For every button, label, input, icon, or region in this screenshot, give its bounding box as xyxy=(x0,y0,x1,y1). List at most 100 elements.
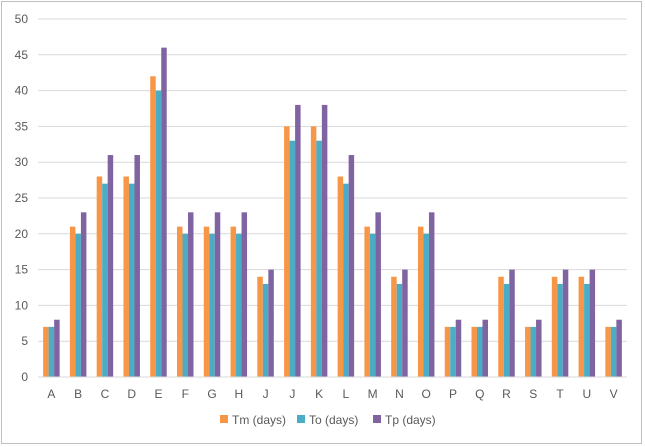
bar-to xyxy=(343,183,349,377)
bar-tm xyxy=(123,176,129,377)
bar-tp xyxy=(80,212,87,377)
y-tick-label: 35 xyxy=(15,119,29,133)
x-tick-label: U xyxy=(583,387,592,401)
x-tick-label: L xyxy=(343,387,350,401)
legend-swatch xyxy=(373,415,381,423)
y-tick-label: 5 xyxy=(21,334,28,348)
bar-tm xyxy=(203,226,210,377)
y-tick-label: 20 xyxy=(15,227,29,241)
bar-tp xyxy=(295,104,301,378)
bar-to xyxy=(155,90,162,377)
bar-tp xyxy=(375,212,381,377)
bar-to xyxy=(450,326,456,377)
y-tick-label: 50 xyxy=(15,12,29,26)
bar-tm xyxy=(551,276,558,377)
y-tick-label: 25 xyxy=(15,191,29,205)
bar-tm xyxy=(230,226,237,377)
x-tick-label: M xyxy=(368,387,378,401)
x-tick-label: P xyxy=(449,387,457,401)
bar-tp xyxy=(428,212,435,377)
bar-tm xyxy=(578,276,585,377)
bar-tp xyxy=(509,269,515,377)
bar-to xyxy=(396,283,403,377)
bar-tp xyxy=(54,319,60,377)
bar-to xyxy=(128,183,135,377)
x-tick-label: F xyxy=(182,387,189,401)
x-tick-label: N xyxy=(395,387,404,401)
axes: 0 5 10 15 20 25 30 35 40 45 50 A B C D E F G H J J K L M N O P Q R S T… xyxy=(15,12,627,401)
bar-tm xyxy=(43,326,49,377)
bar-tp xyxy=(589,269,596,377)
bar-tp xyxy=(107,155,114,377)
y-tick-label: 10 xyxy=(15,298,29,312)
bar-tm xyxy=(69,226,76,377)
bar-tp xyxy=(214,212,221,377)
bar-to xyxy=(236,233,242,377)
x-tick-label: E xyxy=(154,387,162,401)
x-tick-label: J xyxy=(263,387,269,401)
bar-tm xyxy=(525,326,531,377)
bar-tm xyxy=(391,276,397,377)
legend-swatch xyxy=(297,415,305,423)
x-tick-label: A xyxy=(47,387,55,401)
legend-label: Tp (days) xyxy=(385,413,436,427)
bar-tm xyxy=(177,226,183,377)
bar-tm xyxy=(444,326,451,377)
bar-to xyxy=(48,326,55,377)
bar-to xyxy=(610,326,617,377)
bar-tm xyxy=(257,276,263,377)
bar-tp xyxy=(455,319,462,377)
bar-tp xyxy=(321,104,328,378)
bar-tm xyxy=(417,226,424,377)
x-tick-label: T xyxy=(556,387,564,401)
bar-to xyxy=(530,326,537,377)
bar-tp xyxy=(562,269,569,377)
legend: Tm (days) To (days) Tp (days) xyxy=(220,413,436,427)
bar-to xyxy=(557,283,563,377)
bar-tm xyxy=(364,226,370,377)
x-tick-label: O xyxy=(422,387,431,401)
bar-tp xyxy=(536,319,542,377)
bar-tp xyxy=(616,319,622,377)
bar-to xyxy=(316,140,322,377)
y-tick-label: 40 xyxy=(15,84,29,98)
bar-tm xyxy=(150,76,156,377)
y-tick-label: 15 xyxy=(15,263,29,277)
bar-tm xyxy=(471,326,477,377)
bar-to xyxy=(102,183,108,377)
bar-to xyxy=(209,233,215,377)
bar-to xyxy=(369,233,376,377)
bar-tm xyxy=(337,176,344,377)
bar-tp xyxy=(348,155,355,377)
bar-tp xyxy=(188,212,194,377)
x-tick-label: R xyxy=(502,387,511,401)
x-tick-label: Q xyxy=(475,387,484,401)
bar-tp xyxy=(482,319,488,377)
bar-to xyxy=(75,233,81,377)
x-tick-label: D xyxy=(127,387,136,401)
bar-to xyxy=(584,283,590,377)
legend-label: To (days) xyxy=(309,413,358,427)
y-tick-label: 45 xyxy=(15,48,29,62)
bar-tp xyxy=(241,212,248,377)
bar-to xyxy=(423,233,429,377)
bar-tm xyxy=(605,326,611,377)
bar-tm xyxy=(498,276,504,377)
x-tick-label: S xyxy=(529,387,537,401)
x-tick-label: G xyxy=(207,387,216,401)
bar-to xyxy=(477,326,483,377)
x-tick-label: K xyxy=(315,387,323,401)
legend-label: Tm (days) xyxy=(232,413,286,427)
bar-to xyxy=(262,283,269,377)
bar-tp xyxy=(134,155,140,377)
bar-tm xyxy=(284,126,290,378)
y-tick-label: 30 xyxy=(15,155,29,169)
bar-tp xyxy=(161,47,167,377)
bar-to xyxy=(289,140,296,377)
bar-tm xyxy=(310,126,317,378)
x-tick-label: V xyxy=(610,387,618,401)
legend-swatch xyxy=(220,415,228,423)
x-tick-label: C xyxy=(101,387,110,401)
bar-tm xyxy=(96,176,103,377)
